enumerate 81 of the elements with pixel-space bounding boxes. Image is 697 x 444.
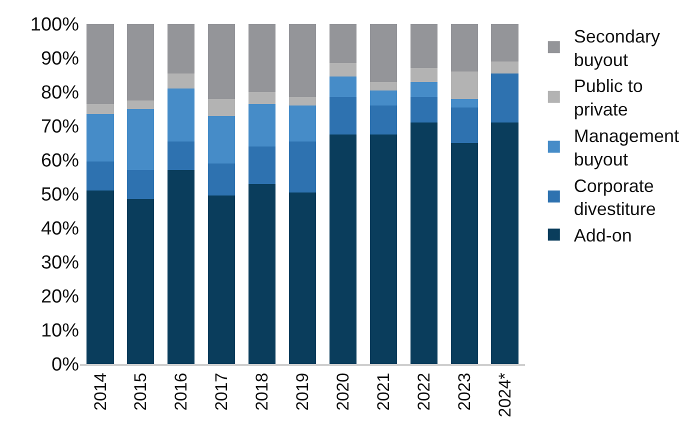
bar (370, 82, 397, 90)
y-tick-label: 40% (40, 218, 80, 240)
y-tick-label: 0% (52, 354, 80, 376)
bar (127, 100, 154, 109)
bar (248, 184, 276, 364)
bar (370, 90, 397, 106)
bar (168, 88, 195, 142)
x-tick-label: 2022 (414, 372, 434, 411)
x-tick-label: 2024* (495, 372, 514, 418)
x-tick-label: 2023 (454, 372, 474, 411)
legend-label: Add-on (574, 226, 632, 246)
bar (491, 61, 518, 74)
bar (86, 104, 114, 114)
bar (410, 24, 438, 68)
bar (329, 97, 357, 134)
bar (208, 98, 236, 116)
bar (86, 114, 114, 162)
bar (86, 24, 114, 104)
bar (208, 24, 236, 99)
legend-label: Management buyout (574, 126, 679, 170)
x-tick-label: 2018 (252, 372, 272, 411)
bar (288, 106, 316, 142)
x-tick-label: 2015 (131, 372, 150, 411)
legend-label: Secondary buyout (574, 26, 660, 70)
bar (168, 170, 195, 364)
bar (410, 97, 438, 123)
bar (248, 92, 276, 104)
bar (288, 141, 316, 192)
bar (86, 190, 114, 364)
bar (370, 134, 397, 364)
bar (450, 24, 478, 72)
bar (86, 162, 114, 191)
bar (450, 143, 478, 364)
bar (491, 24, 518, 62)
bar (329, 76, 357, 98)
bar (450, 98, 478, 108)
bar (329, 134, 357, 364)
x-tick-label: 2016 (172, 372, 191, 411)
bar (208, 196, 236, 364)
bar (329, 24, 357, 64)
x-tick-label: 2021 (374, 372, 393, 411)
bar (127, 24, 154, 100)
y-tick-label: 60% (40, 150, 80, 172)
y-tick-label: 10% (40, 320, 80, 342)
x-tick-label: 2019 (293, 372, 312, 411)
bar (288, 24, 316, 98)
y-tick-label: 90% (40, 48, 80, 70)
bar (370, 106, 397, 134)
bar (288, 192, 316, 364)
bar (127, 199, 154, 364)
y-tick-label: 100% (30, 14, 80, 36)
bar (410, 68, 438, 82)
bar (450, 107, 478, 143)
y-tick-label: 70% (40, 116, 80, 138)
bar (248, 104, 276, 146)
bar (168, 73, 195, 89)
bar (208, 116, 236, 164)
bar (168, 24, 195, 74)
y-tick-label: 80% (40, 82, 80, 104)
bar (248, 146, 276, 184)
bar (127, 170, 154, 200)
bar (491, 73, 518, 123)
bar (288, 97, 316, 106)
bar (450, 72, 478, 99)
bar (127, 109, 154, 170)
bar (370, 24, 397, 82)
legend-label: Corporate divestiture (574, 176, 656, 220)
bar (248, 24, 276, 92)
bar (491, 122, 518, 364)
y-tick-label: 50% (40, 184, 80, 206)
x-tick-label: 2017 (212, 372, 232, 411)
y-tick-label: 20% (40, 286, 80, 308)
bar (168, 141, 195, 170)
x-tick-label: 2020 (333, 372, 352, 411)
bar (410, 82, 438, 98)
bar (329, 63, 357, 77)
y-tick-label: 30% (40, 252, 80, 274)
x-tick-label: 2014 (90, 372, 110, 411)
legend-label: Public to private (574, 76, 643, 120)
bar (208, 163, 236, 196)
bar (410, 122, 438, 364)
